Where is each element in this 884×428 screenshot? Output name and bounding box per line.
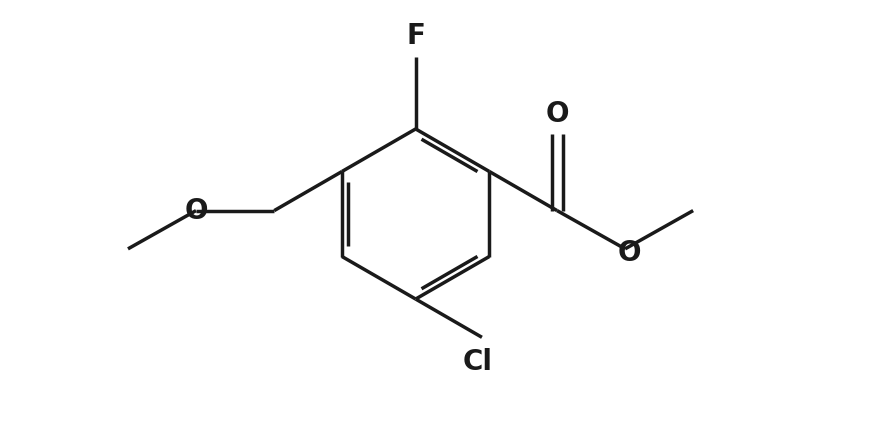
Text: F: F [407,22,425,50]
Text: O: O [545,100,568,128]
Text: Cl: Cl [462,348,492,376]
Text: O: O [184,196,208,225]
Text: O: O [618,239,641,267]
